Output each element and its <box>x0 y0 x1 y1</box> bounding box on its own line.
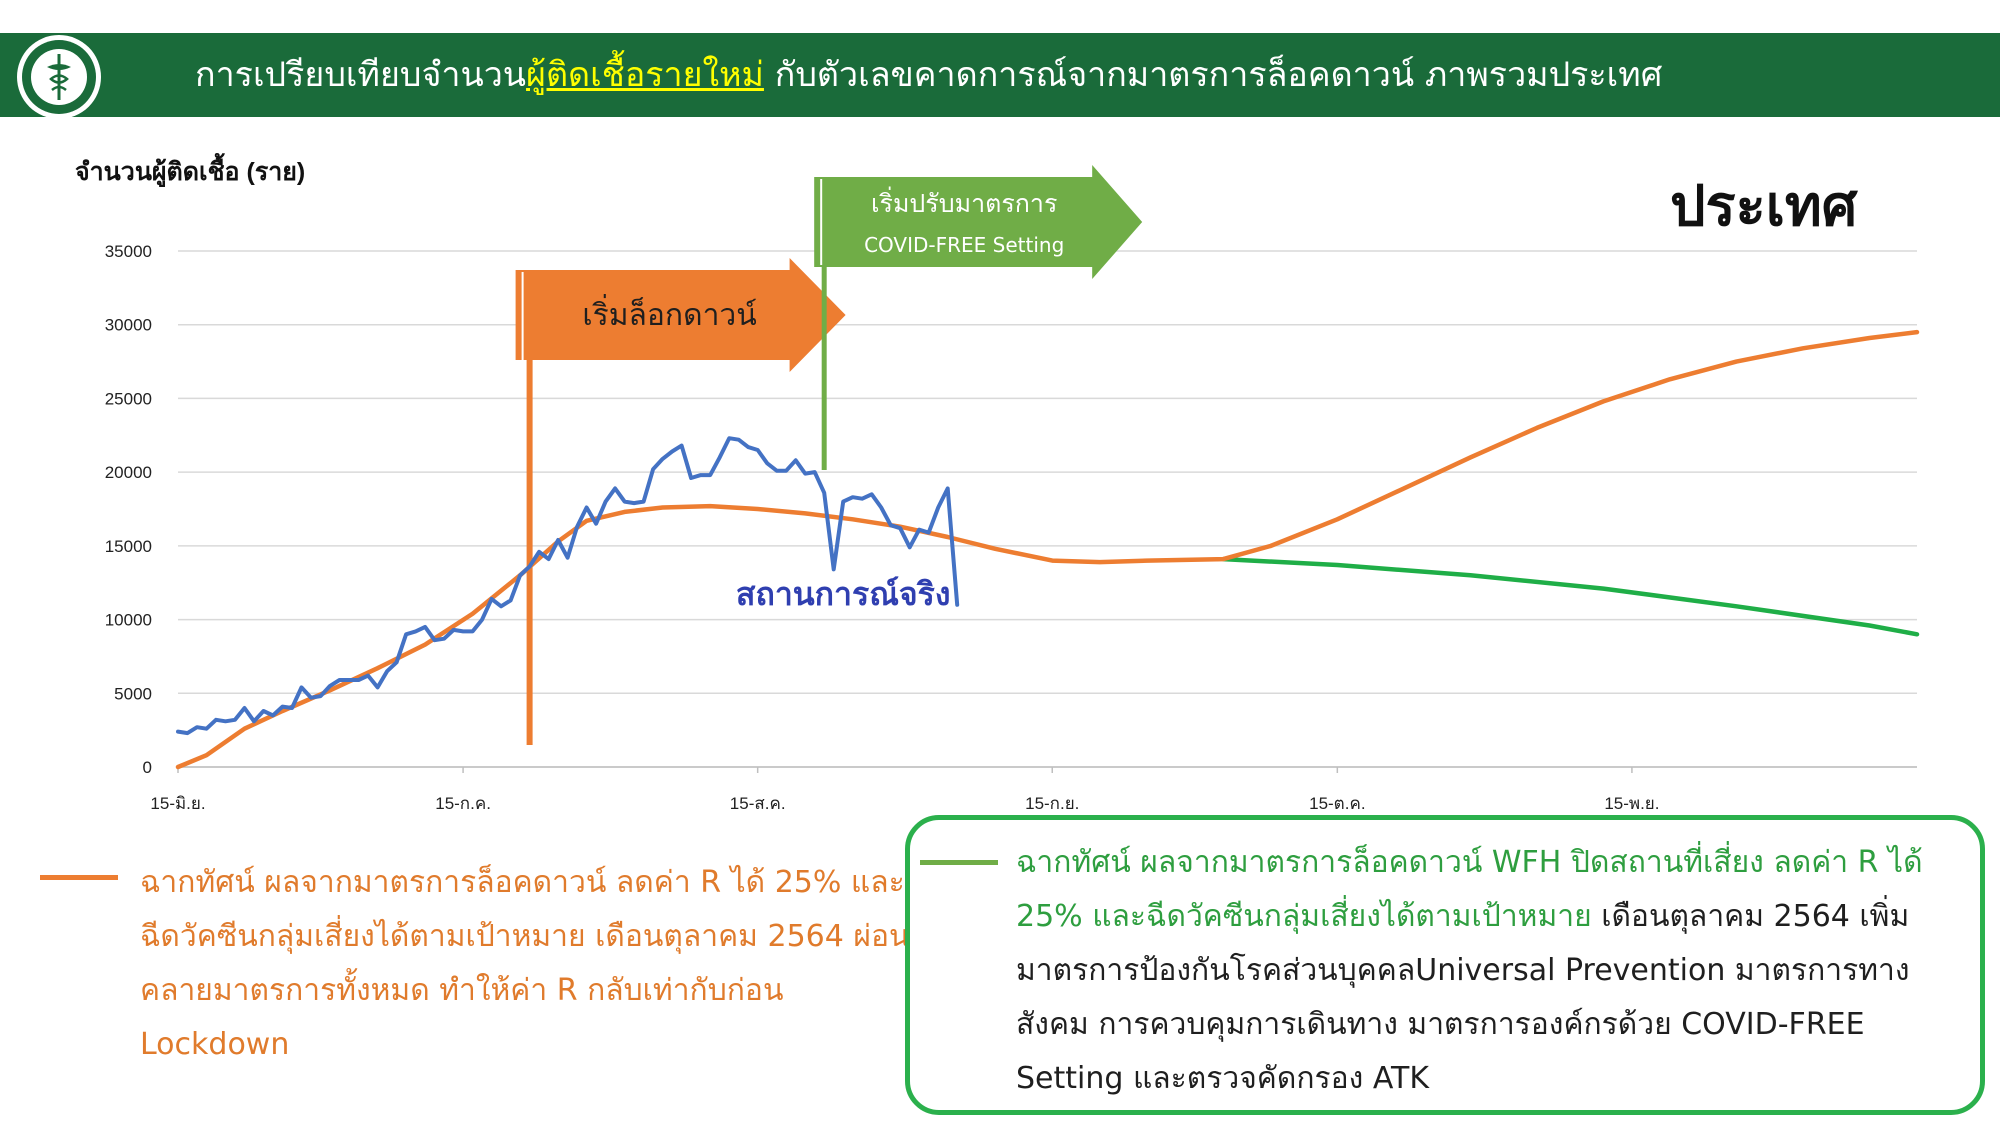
region-label: ประเทศ <box>1670 176 1859 238</box>
y-tick-label: 10000 <box>105 611 152 630</box>
legend-swatch-green <box>920 860 998 865</box>
x-tick-label: 15-ก.ย. <box>1025 794 1079 813</box>
legend-green-box <box>905 815 1985 1115</box>
y-axis-label: จำนวนผู้ติดเชื้อ (ราย) <box>75 152 305 188</box>
ministry-of-public-health-seal-icon <box>17 35 101 119</box>
title-suffix: กับตัวเลขคาดการณ์จากมาตรการล็อคดาวน์ ภาพ… <box>763 55 1663 95</box>
x-tick-label: 15-ส.ค. <box>730 794 786 813</box>
legend-green-highlight: ฉากทัศน์ ผลจากมาตรการล็อคดาวน์ WFH ปิดสถ… <box>1016 845 1923 934</box>
legend-orange-text: ฉากทัศน์ ผลจากมาตรการล็อคดาวน์ ลดค่า R ไ… <box>140 865 910 1062</box>
series-line-actual <box>176 436 960 736</box>
x-tick-label: 15-ต.ค. <box>1309 794 1365 813</box>
covid-free-label-line1: เริ่มปรับมาตรการ <box>871 186 1057 218</box>
series-line-scenario-green <box>1221 556 1920 637</box>
y-tick-label: 20000 <box>105 463 152 482</box>
series-line-scenario-orange <box>175 329 1920 770</box>
y-tick-label: 25000 <box>105 389 152 408</box>
header-bar: การเปรียบเทียบจำนวนผู้ติดเชื้อรายใหม่ กั… <box>0 33 2000 117</box>
y-tick-label: 15000 <box>105 537 152 556</box>
x-tick-labels: 15-มิ.ย. 15-ก.ค. 15-ส.ค. 15-ก.ย. 15-ต.ค. 15-พ… <box>150 794 1659 813</box>
y-tick-labels: 0 5000 10000 15000 20000 25000 30000 35000 <box>105 242 152 777</box>
actual-series-label: สถานการณ์จริง <box>736 575 951 613</box>
title-highlight: ผู้ติดเชื้อรายใหม่ <box>526 55 764 95</box>
x-tick-label: 15-มิ.ย. <box>150 794 205 813</box>
lockdown-label: เริ่มล็อกดาวน์ <box>582 294 756 333</box>
legend-green-text: ฉากทัศน์ ผลจากมาตรการล็อคดาวน์ WFH ปิดสถ… <box>1016 836 1976 1106</box>
y-tick-label: 30000 <box>105 316 152 335</box>
y-tick-label: 35000 <box>105 242 152 261</box>
covid-free-label-line2: COVID-FREE Setting <box>864 233 1064 257</box>
legend-swatch-orange <box>40 875 118 880</box>
covid-free-arrow <box>814 165 1143 279</box>
y-tick-label: 0 <box>143 758 152 777</box>
title-prefix: การเปรียบเทียบจำนวน <box>195 55 527 95</box>
page-title: การเปรียบเทียบจำนวนผู้ติดเชื้อรายใหม่ กั… <box>195 33 1662 117</box>
legend-green-rest: เดือนตุลาคม 2564 เพิ่มมาตรการป้องกันโรคส… <box>1016 899 1910 1096</box>
lockdown-arrow <box>515 258 846 372</box>
annotation-layer: เริ่มล็อกดาวน์ เริ่มปรับมาตรการ COVID-FREE… <box>515 165 1143 745</box>
series-layer <box>175 329 1920 770</box>
x-tick-label: 15-พ.ย. <box>1604 794 1659 813</box>
grid-layer <box>177 250 1917 773</box>
y-tick-label: 5000 <box>114 684 152 703</box>
x-tick-label: 15-ก.ค. <box>435 794 491 813</box>
line-chart: 0 5000 10000 15000 20000 25000 30000 35000 15-ม… <box>75 152 1920 813</box>
